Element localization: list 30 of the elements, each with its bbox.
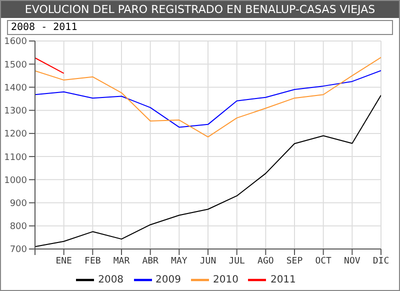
y-tick-label: 1200 — [4, 130, 28, 140]
x-tick-label: AGO — [258, 256, 274, 266]
line-series — [35, 56, 381, 138]
legend-label: 2009 — [156, 274, 181, 286]
x-tick-label: FEB — [84, 256, 101, 266]
chart-title: EVOLUCION DEL PARO REGISTRADO EN BENALUP-CASAS VIEJAS — [1, 1, 399, 18]
x-tick-label: ABR — [142, 256, 160, 266]
y-tick-label: 1000 — [4, 176, 28, 186]
chart-subtitle: 2008 - 2011 — [7, 20, 393, 35]
legend-label: 2010 — [213, 274, 238, 286]
x-tick-label: MAR — [113, 256, 130, 266]
x-tick-label: JUL — [228, 256, 245, 266]
legend-label: 2008 — [98, 274, 124, 286]
y-tick-label: 700 — [10, 245, 28, 256]
y-tick-label: 1400 — [4, 83, 28, 94]
x-tick-label: DIC — [372, 256, 390, 266]
y-tick-label: 1500 — [4, 60, 28, 70]
x-tick-label: SEP — [286, 256, 304, 266]
y-tick-label: 1100 — [4, 152, 28, 163]
y-tick-label: 1600 — [4, 37, 28, 48]
x-tick-label: ENE — [56, 256, 72, 266]
y-tick-label: 800 — [10, 222, 28, 232]
x-tick-label: OCT — [315, 256, 332, 266]
x-tick-label: MAY — [171, 256, 188, 266]
x-tick-label: NOV — [344, 256, 361, 266]
y-tick-label: 1300 — [4, 106, 28, 117]
legend-label: 2011 — [270, 274, 296, 286]
x-tick-label: JUN — [200, 256, 216, 266]
line-series — [35, 70, 381, 128]
y-tick-label: 900 — [10, 198, 28, 209]
